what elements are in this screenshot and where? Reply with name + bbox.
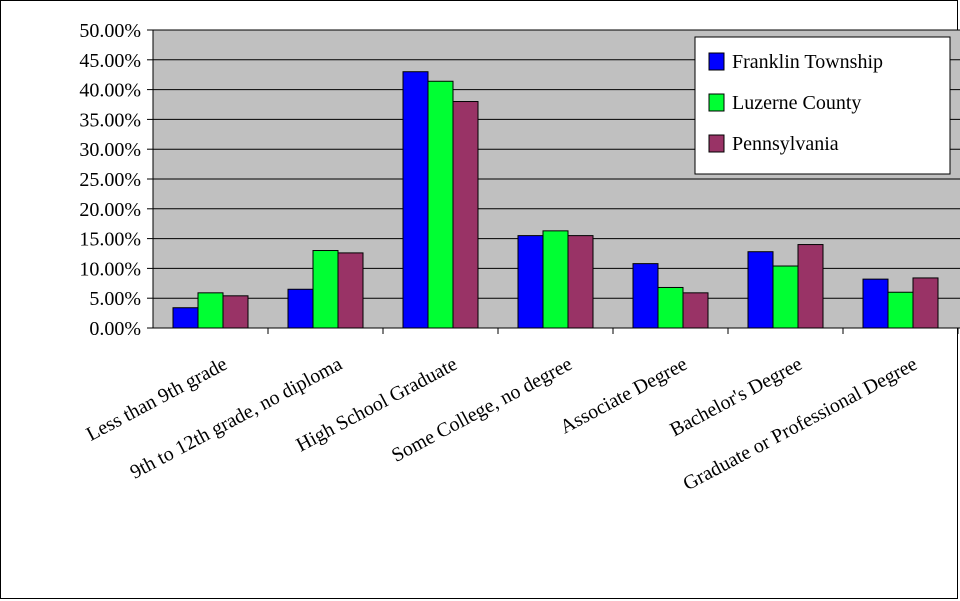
bar-pennsylvania-4: [682, 292, 709, 329]
y-tick-label: 15.00%: [79, 229, 141, 251]
bar-franklin-township-1: [287, 288, 314, 329]
legend-label: Pennsylvania: [732, 133, 839, 155]
bar-franklin-township-3: [517, 235, 544, 329]
legend-swatch: [708, 93, 725, 112]
x-category-label: Some College, no degree: [388, 353, 576, 467]
bar-franklin-township-6: [862, 278, 889, 329]
bar-luzerne-county-6: [887, 291, 914, 329]
y-tick-label: 40.00%: [79, 80, 141, 102]
bar-luzerne-county-2: [427, 80, 454, 329]
y-tick-label: 35.00%: [79, 109, 141, 131]
bar-pennsylvania-6: [912, 277, 939, 329]
y-tick-label: 10.00%: [79, 258, 141, 280]
bar-luzerne-county-5: [772, 265, 799, 329]
x-category-label: 9th to 12th grade, no diploma: [127, 353, 346, 484]
y-tick-label: 50.00%: [79, 20, 141, 42]
bar-luzerne-county-0: [197, 292, 224, 329]
y-tick-label: 25.00%: [79, 169, 141, 191]
legend-swatch: [708, 134, 725, 153]
legend-label: Luzerne County: [732, 92, 861, 114]
bar-pennsylvania-2: [452, 101, 479, 329]
bar-pennsylvania-0: [222, 295, 249, 329]
legend-swatch: [708, 52, 725, 71]
bar-luzerne-county-3: [542, 230, 569, 329]
bar-franklin-township-2: [402, 71, 429, 329]
y-tick-label: 30.00%: [79, 139, 141, 161]
bar-pennsylvania-1: [337, 252, 364, 329]
bar-franklin-township-4: [632, 263, 659, 329]
y-tick-label: 0.00%: [89, 318, 141, 340]
bar-luzerne-county-4: [657, 286, 684, 329]
bar-franklin-township-5: [747, 251, 774, 329]
bar-franklin-township-0: [172, 307, 199, 329]
y-tick-label: 5.00%: [89, 288, 141, 310]
legend-label: Franklin Township: [732, 51, 883, 73]
y-tick-label: 45.00%: [79, 50, 141, 72]
bar-luzerne-county-1: [312, 250, 339, 329]
bar-pennsylvania-3: [567, 235, 594, 329]
legend: Franklin Township Luzerne County Pennsylva…: [694, 36, 951, 175]
bar-pennsylvania-5: [797, 244, 824, 329]
y-tick-label: 20.00%: [79, 199, 141, 221]
legend-box: [694, 36, 951, 175]
